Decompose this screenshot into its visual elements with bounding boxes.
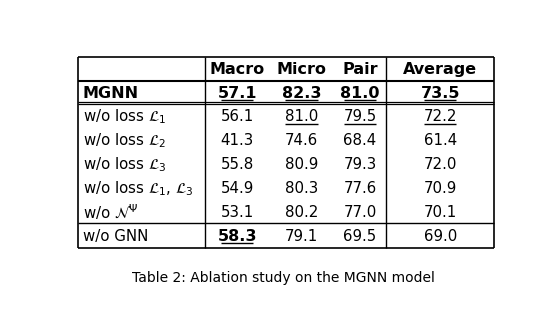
Text: w/o GNN: w/o GNN bbox=[83, 229, 148, 244]
Text: 68.4: 68.4 bbox=[343, 133, 377, 148]
Text: 77.6: 77.6 bbox=[343, 181, 377, 196]
Text: Micro: Micro bbox=[276, 62, 327, 77]
Text: Pair: Pair bbox=[342, 62, 378, 77]
Text: 69.5: 69.5 bbox=[343, 229, 377, 244]
Text: 69.0: 69.0 bbox=[424, 229, 457, 244]
Text: w/o $\mathcal{N}^{\Psi}$: w/o $\mathcal{N}^{\Psi}$ bbox=[83, 202, 138, 222]
Text: Table 2: Ablation study on the MGNN model: Table 2: Ablation study on the MGNN mode… bbox=[132, 272, 435, 285]
Text: MGNN: MGNN bbox=[83, 85, 139, 101]
Text: 54.9: 54.9 bbox=[220, 181, 254, 196]
Text: Average: Average bbox=[403, 62, 477, 77]
Text: 73.5: 73.5 bbox=[420, 85, 460, 101]
Text: 79.3: 79.3 bbox=[343, 157, 377, 172]
Text: 82.3: 82.3 bbox=[282, 85, 321, 101]
Text: 55.8: 55.8 bbox=[220, 157, 254, 172]
Text: w/o loss $\mathcal{L}_2$: w/o loss $\mathcal{L}_2$ bbox=[83, 131, 166, 150]
Text: 80.2: 80.2 bbox=[285, 205, 319, 220]
Text: 58.3: 58.3 bbox=[217, 229, 257, 244]
Text: 79.1: 79.1 bbox=[285, 229, 319, 244]
Text: 61.4: 61.4 bbox=[424, 133, 457, 148]
Text: 70.1: 70.1 bbox=[424, 205, 457, 220]
Text: 81.0: 81.0 bbox=[285, 110, 319, 124]
Text: 57.1: 57.1 bbox=[217, 85, 257, 101]
Text: w/o loss $\mathcal{L}_3$: w/o loss $\mathcal{L}_3$ bbox=[83, 155, 166, 174]
Text: 81.0: 81.0 bbox=[340, 85, 379, 101]
Text: 41.3: 41.3 bbox=[220, 133, 254, 148]
Text: 72.2: 72.2 bbox=[423, 110, 457, 124]
Text: 53.1: 53.1 bbox=[220, 205, 254, 220]
Text: 70.9: 70.9 bbox=[424, 181, 457, 196]
Text: 80.3: 80.3 bbox=[285, 181, 319, 196]
Text: 74.6: 74.6 bbox=[285, 133, 319, 148]
Text: w/o loss $\mathcal{L}_1$: w/o loss $\mathcal{L}_1$ bbox=[83, 108, 166, 126]
Text: 72.0: 72.0 bbox=[423, 157, 457, 172]
Text: 79.5: 79.5 bbox=[343, 110, 377, 124]
Text: 80.9: 80.9 bbox=[285, 157, 319, 172]
Text: Macro: Macro bbox=[209, 62, 265, 77]
Text: 56.1: 56.1 bbox=[220, 110, 254, 124]
Text: w/o loss $\mathcal{L}_1$, $\mathcal{L}_3$: w/o loss $\mathcal{L}_1$, $\mathcal{L}_3… bbox=[83, 179, 194, 198]
Text: 77.0: 77.0 bbox=[343, 205, 377, 220]
